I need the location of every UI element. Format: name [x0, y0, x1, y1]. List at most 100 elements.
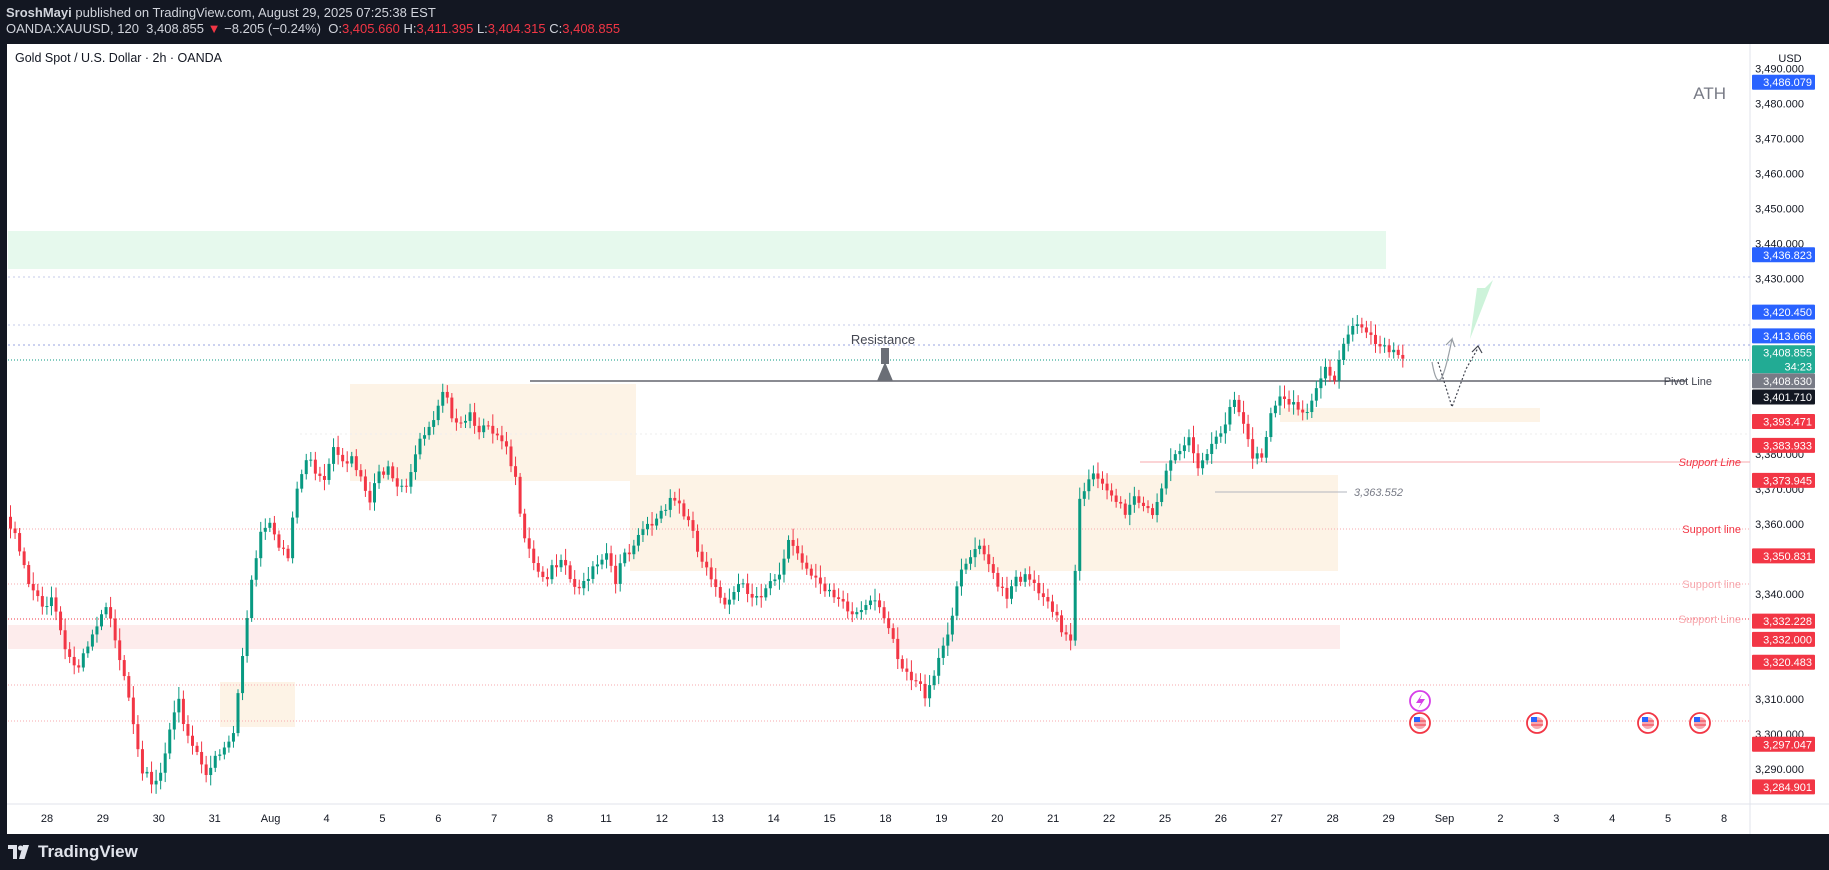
candle[interactable] — [122, 655, 126, 681]
candle[interactable] — [691, 511, 695, 539]
candle[interactable] — [837, 588, 841, 607]
candle[interactable] — [705, 552, 709, 576]
candle[interactable] — [1401, 344, 1405, 368]
candle[interactable] — [404, 478, 408, 493]
candle[interactable] — [1064, 624, 1068, 641]
candle[interactable] — [718, 580, 722, 604]
candle[interactable] — [618, 554, 622, 592]
candle[interactable] — [677, 488, 681, 514]
candles-layer[interactable] — [9, 315, 1405, 794]
candle[interactable] — [1114, 488, 1118, 508]
candle[interactable] — [1301, 400, 1305, 421]
candle[interactable] — [341, 448, 345, 468]
candle[interactable] — [987, 544, 991, 573]
candle[interactable] — [759, 583, 763, 608]
candle[interactable] — [737, 573, 740, 602]
candle[interactable] — [109, 596, 113, 628]
candle[interactable] — [1132, 486, 1136, 513]
candle[interactable] — [491, 414, 495, 444]
candle[interactable] — [1101, 471, 1104, 491]
candle[interactable] — [1242, 400, 1246, 434]
candle[interactable] — [409, 463, 413, 494]
candle[interactable] — [659, 505, 663, 524]
candle[interactable] — [1310, 393, 1314, 418]
candle[interactable] — [468, 403, 472, 429]
candle[interactable] — [591, 561, 595, 584]
candle[interactable] — [536, 556, 540, 578]
candle[interactable] — [873, 588, 877, 611]
candle[interactable] — [577, 579, 581, 595]
price-chart[interactable]: Gold Spot / U.S. Dollar · 2h · OANDA ATH… — [0, 44, 1829, 834]
candle[interactable] — [204, 755, 208, 783]
candle[interactable] — [627, 544, 631, 562]
candle[interactable] — [1228, 399, 1232, 431]
candle[interactable] — [586, 567, 590, 592]
candle[interactable] — [1378, 335, 1382, 354]
candle[interactable] — [350, 451, 354, 468]
candle[interactable] — [864, 599, 868, 615]
candle[interactable] — [1014, 570, 1018, 592]
candle[interactable] — [914, 673, 918, 688]
candle[interactable] — [1091, 465, 1095, 487]
candle[interactable] — [127, 672, 131, 702]
candle[interactable] — [268, 517, 272, 533]
candle[interactable] — [746, 573, 750, 603]
candle[interactable] — [68, 642, 72, 664]
candle[interactable] — [359, 464, 363, 482]
candle[interactable] — [77, 659, 81, 673]
candle[interactable] — [304, 453, 308, 480]
publisher-name[interactable]: SroshMayi — [6, 5, 72, 20]
candle[interactable] — [445, 385, 449, 404]
candle[interactable] — [213, 750, 217, 773]
candle[interactable] — [81, 648, 85, 672]
candle[interactable] — [723, 592, 727, 609]
candle[interactable] — [709, 558, 713, 588]
candle[interactable] — [823, 576, 827, 597]
candle[interactable] — [86, 641, 90, 658]
candle[interactable] — [523, 508, 527, 543]
candle[interactable] — [136, 715, 140, 757]
candle[interactable] — [1383, 337, 1387, 353]
candle[interactable] — [1037, 575, 1041, 601]
candle[interactable] — [868, 595, 872, 610]
candle[interactable] — [1182, 436, 1186, 459]
candle[interactable] — [855, 607, 859, 619]
candle[interactable] — [700, 544, 704, 568]
candle[interactable] — [1269, 407, 1273, 442]
candle[interactable] — [231, 725, 235, 748]
candle[interactable] — [896, 627, 900, 669]
candle[interactable] — [682, 499, 686, 520]
candle[interactable] — [600, 554, 604, 570]
candle[interactable] — [1292, 390, 1296, 415]
candle[interactable] — [118, 628, 122, 671]
candle[interactable] — [345, 451, 349, 473]
candle[interactable] — [254, 550, 258, 587]
candle[interactable] — [1319, 366, 1323, 399]
candle[interactable] — [1000, 577, 1004, 597]
candle[interactable] — [1346, 325, 1350, 352]
candle[interactable] — [1232, 391, 1236, 414]
candle[interactable] — [113, 609, 117, 649]
candle[interactable] — [814, 563, 818, 588]
tradingview-logo[interactable]: TradingView — [8, 842, 138, 862]
candle[interactable] — [1032, 570, 1036, 591]
candle[interactable] — [1128, 492, 1132, 526]
candle[interactable] — [1314, 380, 1318, 407]
candle[interactable] — [1351, 317, 1355, 342]
candle[interactable] — [1255, 446, 1259, 465]
candle[interactable] — [832, 583, 836, 603]
candle[interactable] — [1196, 444, 1200, 476]
candle[interactable] — [732, 586, 736, 605]
candle[interactable] — [1264, 430, 1268, 463]
candle[interactable] — [40, 586, 44, 615]
candle[interactable] — [964, 558, 968, 575]
candle[interactable] — [1087, 469, 1091, 500]
candle[interactable] — [482, 418, 486, 439]
candle[interactable] — [741, 578, 745, 588]
candle[interactable] — [1323, 358, 1327, 386]
candle[interactable] — [1050, 594, 1054, 618]
candle[interactable] — [1214, 430, 1218, 450]
candle[interactable] — [1364, 320, 1368, 339]
candle[interactable] — [846, 593, 850, 619]
candle[interactable] — [582, 572, 586, 596]
